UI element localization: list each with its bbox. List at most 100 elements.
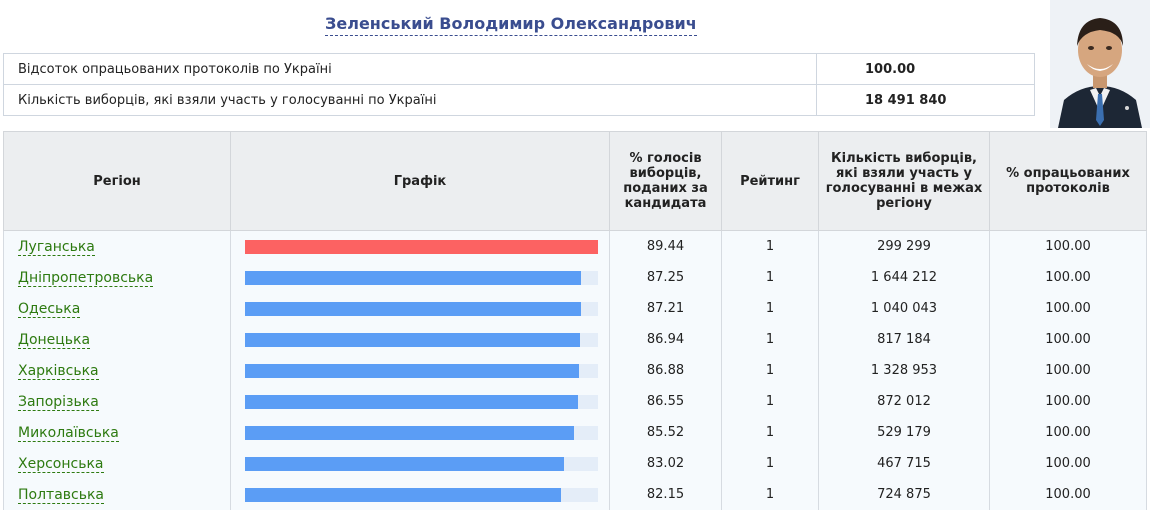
cell-rating: 1 — [722, 262, 819, 293]
summary-value: 18 491 840 — [817, 85, 1035, 116]
bar-track — [245, 395, 598, 409]
cell-voters: 1 644 212 — [819, 262, 990, 293]
cell-chart — [231, 355, 610, 386]
bar-track — [245, 271, 598, 285]
cell-percent: 87.21 — [610, 293, 722, 324]
cell-rating: 1 — [722, 293, 819, 324]
percent-bar — [245, 457, 564, 471]
summary-label: Відсоток опрацьованих протоколів по Укра… — [4, 54, 817, 85]
summary-table: Відсоток опрацьованих протоколів по Укра… — [3, 53, 1035, 116]
bar-track — [245, 240, 598, 254]
cell-chart — [231, 386, 610, 417]
summary-value: 100.00 — [817, 54, 1035, 85]
cell-processed: 100.00 — [990, 324, 1147, 355]
cell-percent: 86.88 — [610, 355, 722, 386]
cell-region: Дніпропетровська — [4, 262, 231, 293]
results-header-row: Регіон Графік % голосів виборців, подани… — [4, 132, 1147, 231]
bar-track — [245, 426, 598, 440]
region-link[interactable]: Луганська — [18, 239, 95, 256]
cell-rating: 1 — [722, 448, 819, 479]
header-voters: Кількість виборців, які взяли участь у г… — [819, 132, 990, 231]
cell-region: Миколаївська — [4, 417, 231, 448]
cell-rating: 1 — [722, 355, 819, 386]
cell-voters: 724 875 — [819, 479, 990, 510]
cell-percent: 83.02 — [610, 448, 722, 479]
cell-processed: 100.00 — [990, 262, 1147, 293]
cell-percent: 82.15 — [610, 479, 722, 510]
candidate-name-link[interactable]: Зеленський Володимир Олександрович — [325, 14, 697, 36]
cell-region: Одеська — [4, 293, 231, 324]
percent-bar — [245, 333, 580, 347]
cell-percent: 86.94 — [610, 324, 722, 355]
percent-bar — [245, 488, 561, 502]
cell-chart — [231, 262, 610, 293]
cell-region: Херсонська — [4, 448, 231, 479]
region-link[interactable]: Запорізька — [18, 394, 99, 411]
cell-voters: 299 299 — [819, 231, 990, 263]
cell-chart — [231, 324, 610, 355]
summary-row-voters: Кількість виборців, які взяли участь у г… — [4, 85, 1035, 116]
header-chart: Графік — [231, 132, 610, 231]
cell-voters: 872 012 — [819, 386, 990, 417]
cell-chart — [231, 231, 610, 263]
cell-percent: 85.52 — [610, 417, 722, 448]
cell-processed: 100.00 — [990, 355, 1147, 386]
header-percent: % голосів виборців, поданих за кандидата — [610, 132, 722, 231]
percent-bar — [245, 364, 579, 378]
cell-chart — [231, 293, 610, 324]
cell-rating: 1 — [722, 479, 819, 510]
cell-voters: 1 328 953 — [819, 355, 990, 386]
cell-region: Запорізька — [4, 386, 231, 417]
region-link[interactable]: Полтавська — [18, 487, 104, 504]
cell-processed: 100.00 — [990, 231, 1147, 263]
region-link[interactable]: Миколаївська — [18, 425, 119, 442]
cell-rating: 1 — [722, 324, 819, 355]
cell-rating: 1 — [722, 417, 819, 448]
cell-rating: 1 — [722, 231, 819, 263]
bar-track — [245, 333, 598, 347]
cell-processed: 100.00 — [990, 386, 1147, 417]
percent-bar — [245, 271, 581, 285]
bar-track — [245, 364, 598, 378]
bar-track — [245, 488, 598, 502]
cell-percent: 86.55 — [610, 386, 722, 417]
cell-processed: 100.00 — [990, 479, 1147, 510]
cell-processed: 100.00 — [990, 293, 1147, 324]
percent-bar — [245, 395, 578, 409]
results-table: Регіон Графік % голосів виборців, подани… — [3, 131, 1147, 510]
cell-chart — [231, 448, 610, 479]
cell-processed: 100.00 — [990, 448, 1147, 479]
summary-row-protocols: Відсоток опрацьованих протоколів по Укра… — [4, 54, 1035, 85]
header-rating: Рейтинг — [722, 132, 819, 231]
summary-label: Кількість виборців, які взяли участь у г… — [4, 85, 817, 116]
cell-region: Луганська — [4, 231, 231, 263]
cell-chart — [231, 479, 610, 510]
region-link[interactable]: Донецька — [18, 332, 90, 349]
cell-rating: 1 — [722, 386, 819, 417]
cell-voters: 1 040 043 — [819, 293, 990, 324]
header-region: Регіон — [4, 132, 231, 231]
region-link[interactable]: Одеська — [18, 301, 80, 318]
region-link[interactable]: Харківська — [18, 363, 99, 380]
cell-chart — [231, 417, 610, 448]
candidate-portrait-icon — [1050, 0, 1150, 128]
cell-percent: 89.44 — [610, 231, 722, 263]
bar-track — [245, 457, 598, 471]
cell-percent: 87.25 — [610, 262, 722, 293]
percent-bar — [245, 240, 598, 254]
candidate-photo — [1050, 0, 1150, 128]
cell-region: Донецька — [4, 324, 231, 355]
cell-voters: 817 184 — [819, 324, 990, 355]
percent-bar — [245, 302, 581, 316]
region-link[interactable]: Дніпропетровська — [18, 270, 153, 287]
region-link[interactable]: Херсонська — [18, 456, 104, 473]
